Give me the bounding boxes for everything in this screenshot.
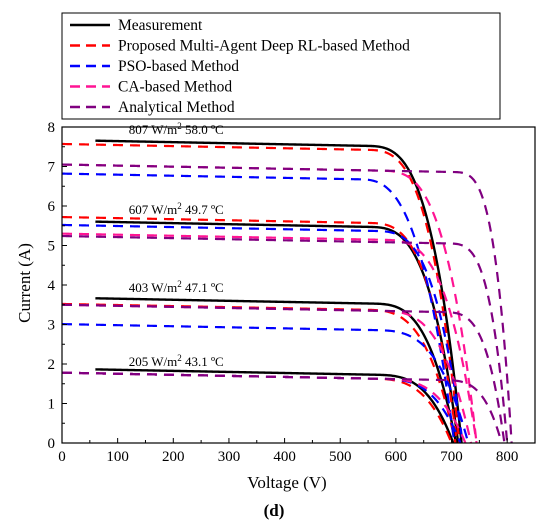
x-axis-title: Voltage (V) bbox=[247, 473, 326, 492]
series-curve bbox=[61, 303, 506, 444]
x-tick-label: 600 bbox=[385, 449, 408, 465]
legend-box bbox=[61, 12, 501, 120]
plot-axes: 0 100 200 300 400 500 600 700 800 0 1 2 3 4 5 6 7 8 bbox=[48, 120, 536, 465]
y-tick-label: 0 bbox=[48, 436, 56, 452]
series-curve bbox=[61, 172, 456, 444]
series-curve bbox=[95, 297, 458, 444]
y-tick-label: 6 bbox=[48, 199, 56, 215]
series-curve bbox=[61, 142, 461, 444]
curve-annotation: 403 W/m2 47.1 ºC bbox=[129, 279, 224, 295]
series-curve bbox=[61, 371, 503, 444]
curve-annotation: 807 W/m2 58.0 ºC bbox=[129, 121, 224, 137]
curve-annotation: 607 W/m2 49.7 ºC bbox=[129, 201, 224, 217]
series-curve bbox=[61, 371, 462, 444]
x-tick-label: 0 bbox=[58, 449, 66, 465]
series-curve bbox=[95, 220, 460, 444]
legend-label: CA-based Method bbox=[118, 79, 232, 96]
curve-annotation: 205 W/m2 43.1 ºC bbox=[129, 353, 224, 369]
y-tick-label: 3 bbox=[48, 318, 56, 334]
series-curve bbox=[61, 303, 473, 444]
x-tick-label: 800 bbox=[496, 449, 519, 465]
series-curve bbox=[61, 163, 513, 444]
y-tick-label: 1 bbox=[48, 397, 56, 413]
y-tick-label: 2 bbox=[48, 357, 56, 373]
series-curve bbox=[61, 371, 453, 444]
series-curve bbox=[61, 215, 459, 444]
series-curve bbox=[95, 139, 463, 444]
panel-label: (d) bbox=[264, 501, 285, 520]
curve-annotations: 807 W/m2 58.0 ºC 607 W/m2 49.7 ºC 403 W/m2… bbox=[129, 121, 224, 369]
y-axis-title: Current (A) bbox=[15, 243, 34, 323]
x-tick-label: 700 bbox=[440, 449, 463, 465]
legend-label: Proposed Multi-Agent Deep RL-based Metho… bbox=[118, 38, 410, 55]
x-tick-label: 300 bbox=[218, 449, 241, 465]
y-tick-label: 8 bbox=[48, 120, 56, 136]
series-curve bbox=[61, 302, 457, 444]
x-tick-label: 100 bbox=[106, 449, 129, 465]
legend: Measurement Proposed Multi-Agent Deep RL-… bbox=[61, 12, 501, 120]
series-curve bbox=[61, 232, 478, 444]
y-tick-label: 7 bbox=[48, 160, 56, 176]
legend-label: PSO-based Method bbox=[118, 58, 239, 75]
series-curve bbox=[61, 163, 478, 444]
y-tick-label: 4 bbox=[48, 278, 56, 294]
legend-label: Measurement bbox=[118, 17, 203, 34]
x-tick-label: 500 bbox=[329, 449, 352, 465]
x-tick-label: 200 bbox=[162, 449, 185, 465]
x-tick-label: 400 bbox=[273, 449, 296, 465]
plot-curves bbox=[61, 139, 513, 444]
legend-label: Analytical Method bbox=[118, 99, 235, 116]
y-tick-label: 5 bbox=[48, 239, 56, 255]
series-curve bbox=[61, 234, 509, 444]
series-curve bbox=[95, 368, 455, 444]
